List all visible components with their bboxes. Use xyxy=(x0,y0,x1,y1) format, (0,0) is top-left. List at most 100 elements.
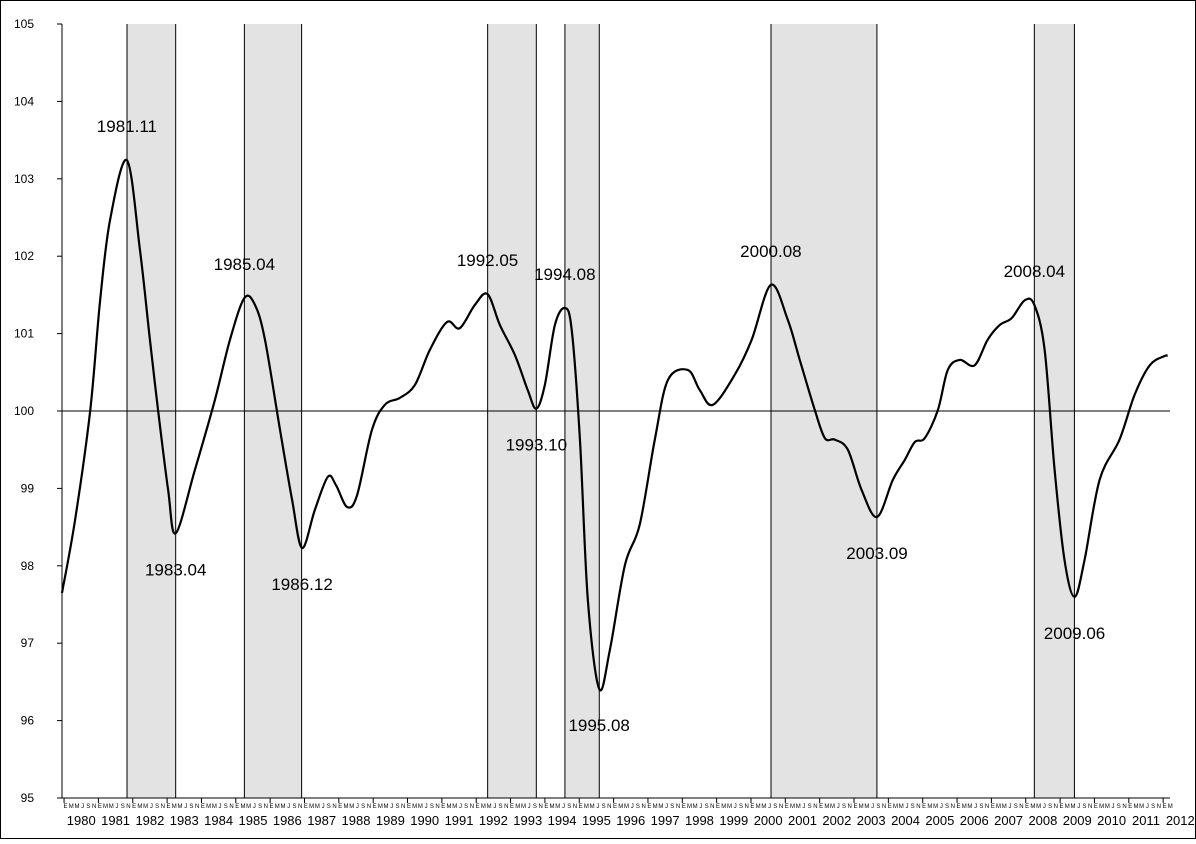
x-tick-label: 1988 xyxy=(342,813,371,828)
month-label: M xyxy=(927,804,932,810)
month-label: S xyxy=(1117,804,1121,810)
month-label: E xyxy=(441,804,445,810)
month-label: M xyxy=(281,804,286,810)
month-label: M xyxy=(481,804,486,810)
month-label: E xyxy=(544,804,548,810)
x-tick-label: 1982 xyxy=(135,813,164,828)
month-label: M xyxy=(309,804,314,810)
month-label: M xyxy=(687,804,692,810)
month-label: S xyxy=(567,804,571,810)
month-label: M xyxy=(74,804,79,810)
annotation: 1981.11 xyxy=(97,117,157,136)
month-label: S xyxy=(292,804,296,810)
month-label: M xyxy=(487,804,492,810)
month-label: N xyxy=(435,804,439,810)
month-label: M xyxy=(1036,804,1041,810)
month-label: S xyxy=(670,804,674,810)
month-label: E xyxy=(373,804,377,810)
y-tick-label: 98 xyxy=(21,559,35,573)
month-label: S xyxy=(1151,804,1155,810)
month-label: M xyxy=(1030,804,1035,810)
month-label: N xyxy=(882,804,886,810)
x-tick-label: 1993 xyxy=(513,813,542,828)
month-label: E xyxy=(716,804,720,810)
month-label: N xyxy=(573,804,577,810)
month-label: E xyxy=(922,804,926,810)
month-label: N xyxy=(367,804,371,810)
month-label: E xyxy=(270,804,274,810)
month-label: E xyxy=(991,804,995,810)
month-label: M xyxy=(343,804,348,810)
month-label: M xyxy=(515,804,520,810)
month-label: N xyxy=(1054,804,1058,810)
month-label: E xyxy=(63,804,67,810)
month-label: M xyxy=(1065,804,1070,810)
x-tick-label: 1996 xyxy=(616,813,645,828)
month-label: N xyxy=(607,804,611,810)
annotation: 2000.08 xyxy=(740,242,801,261)
month-label: S xyxy=(155,804,159,810)
month-label: S xyxy=(911,804,915,810)
month-label: J xyxy=(837,804,840,810)
month-label: J xyxy=(356,804,359,810)
month-label: M xyxy=(447,804,452,810)
month-label: S xyxy=(430,804,434,810)
month-label: M xyxy=(933,804,938,810)
x-tick-label: 1985 xyxy=(239,813,268,828)
x-tick-label: 1986 xyxy=(273,813,302,828)
series xyxy=(60,159,1169,692)
month-label: S xyxy=(773,804,777,810)
x-tick-label: 1992 xyxy=(479,813,508,828)
month-label: N xyxy=(779,804,783,810)
month-label: M xyxy=(790,804,795,810)
month-label: S xyxy=(945,804,949,810)
y-tick-label: 100 xyxy=(14,404,34,418)
x-tick-label: 1997 xyxy=(651,813,680,828)
month-label: N xyxy=(470,804,474,810)
month-label: N xyxy=(710,804,714,810)
month-label: E xyxy=(476,804,480,810)
month-label: S xyxy=(533,804,537,810)
month-label: M xyxy=(246,804,251,810)
x-tick-label: 1981 xyxy=(101,813,130,828)
month-label: M xyxy=(240,804,245,810)
month-label: M xyxy=(1139,804,1144,810)
month-label: S xyxy=(876,804,880,810)
line xyxy=(60,159,1169,692)
y-tick-label: 97 xyxy=(21,636,35,650)
month-label: J xyxy=(390,804,393,810)
month-label: E xyxy=(1163,804,1167,810)
month-label: M xyxy=(137,804,142,810)
month-label: J xyxy=(631,804,634,810)
month-label: E xyxy=(956,804,960,810)
month-label: M xyxy=(275,804,280,810)
month-label: J xyxy=(493,804,496,810)
month-label: S xyxy=(842,804,846,810)
y-tick-label: 103 xyxy=(14,172,34,186)
month-label: M xyxy=(69,804,74,810)
x-tick-label: 2002 xyxy=(822,813,851,828)
month-label: N xyxy=(1019,804,1023,810)
x-tick-label: 1999 xyxy=(719,813,748,828)
month-label: N xyxy=(1157,804,1161,810)
y-tick-label: 99 xyxy=(21,481,35,495)
month-label: J xyxy=(905,804,908,810)
month-label: S xyxy=(1014,804,1018,810)
month-label: E xyxy=(132,804,136,810)
month-label: N xyxy=(504,804,508,810)
y-tick-label: 101 xyxy=(14,327,34,341)
x-tick-label: 1980 xyxy=(67,813,96,828)
month-label: M xyxy=(172,804,177,810)
month-label: M xyxy=(1133,804,1138,810)
month-label: S xyxy=(327,804,331,810)
month-label: S xyxy=(739,804,743,810)
y-tick-label: 96 xyxy=(21,714,35,728)
month-label: M xyxy=(584,804,589,810)
month-label: J xyxy=(1146,804,1149,810)
month-label: M xyxy=(796,804,801,810)
month-label: N xyxy=(848,804,852,810)
month-label: M xyxy=(830,804,835,810)
month-label: M xyxy=(315,804,320,810)
annotation: 1995.08 xyxy=(568,716,629,735)
month-label: N xyxy=(951,804,955,810)
